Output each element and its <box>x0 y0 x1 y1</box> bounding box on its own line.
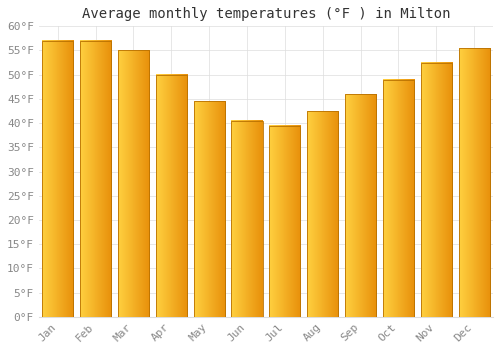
Bar <box>270 126 300 317</box>
Bar <box>118 50 149 317</box>
Bar <box>42 41 74 317</box>
Bar <box>345 94 376 317</box>
Bar <box>194 102 224 317</box>
Bar <box>383 79 414 317</box>
Bar <box>232 121 262 317</box>
Title: Average monthly temperatures (°F ) in Milton: Average monthly temperatures (°F ) in Mi… <box>82 7 450 21</box>
Bar <box>307 111 338 317</box>
Bar <box>156 75 187 317</box>
Bar <box>421 63 452 317</box>
Bar <box>458 48 490 317</box>
Bar <box>80 41 111 317</box>
